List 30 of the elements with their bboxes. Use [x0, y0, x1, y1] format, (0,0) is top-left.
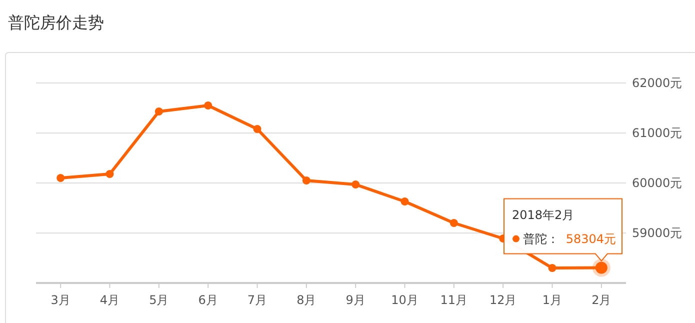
point	[450, 219, 458, 227]
point	[154, 108, 163, 116]
x-tick-label: 3月	[50, 293, 70, 307]
point	[106, 170, 114, 178]
x-tick-label: 2月	[592, 293, 612, 307]
y-tick-label: 61000元	[632, 126, 682, 140]
point	[253, 125, 262, 133]
x-tick-label: 5月	[149, 293, 169, 307]
point	[400, 198, 409, 206]
chart-title: 普陀房价走势	[8, 13, 104, 32]
x-tick-label: 10月	[391, 293, 418, 307]
x-tick-label: 6月	[198, 293, 218, 307]
y-tick-label: 59000元	[632, 226, 682, 240]
legend-label: 普陀：	[523, 232, 559, 246]
annotation: 2018年2月	[512, 208, 574, 222]
y-tick-label: 60000元	[632, 176, 682, 190]
x-tick-label: 4月	[100, 293, 120, 307]
point	[548, 264, 556, 272]
point	[204, 102, 212, 110]
y-tick-label: 62000元	[632, 76, 682, 90]
x-tick-label: 1月	[542, 293, 562, 307]
x-tick-label: 7月	[247, 293, 268, 307]
x-tick-label: 11月	[440, 293, 468, 307]
point	[302, 176, 310, 184]
x-tick-label: 9月	[346, 293, 366, 307]
point	[56, 174, 65, 182]
x-tick-label: 8月	[296, 293, 316, 307]
x-tick-label: 12月	[489, 293, 517, 307]
point	[352, 180, 360, 188]
data-label: 58304元	[566, 232, 616, 246]
